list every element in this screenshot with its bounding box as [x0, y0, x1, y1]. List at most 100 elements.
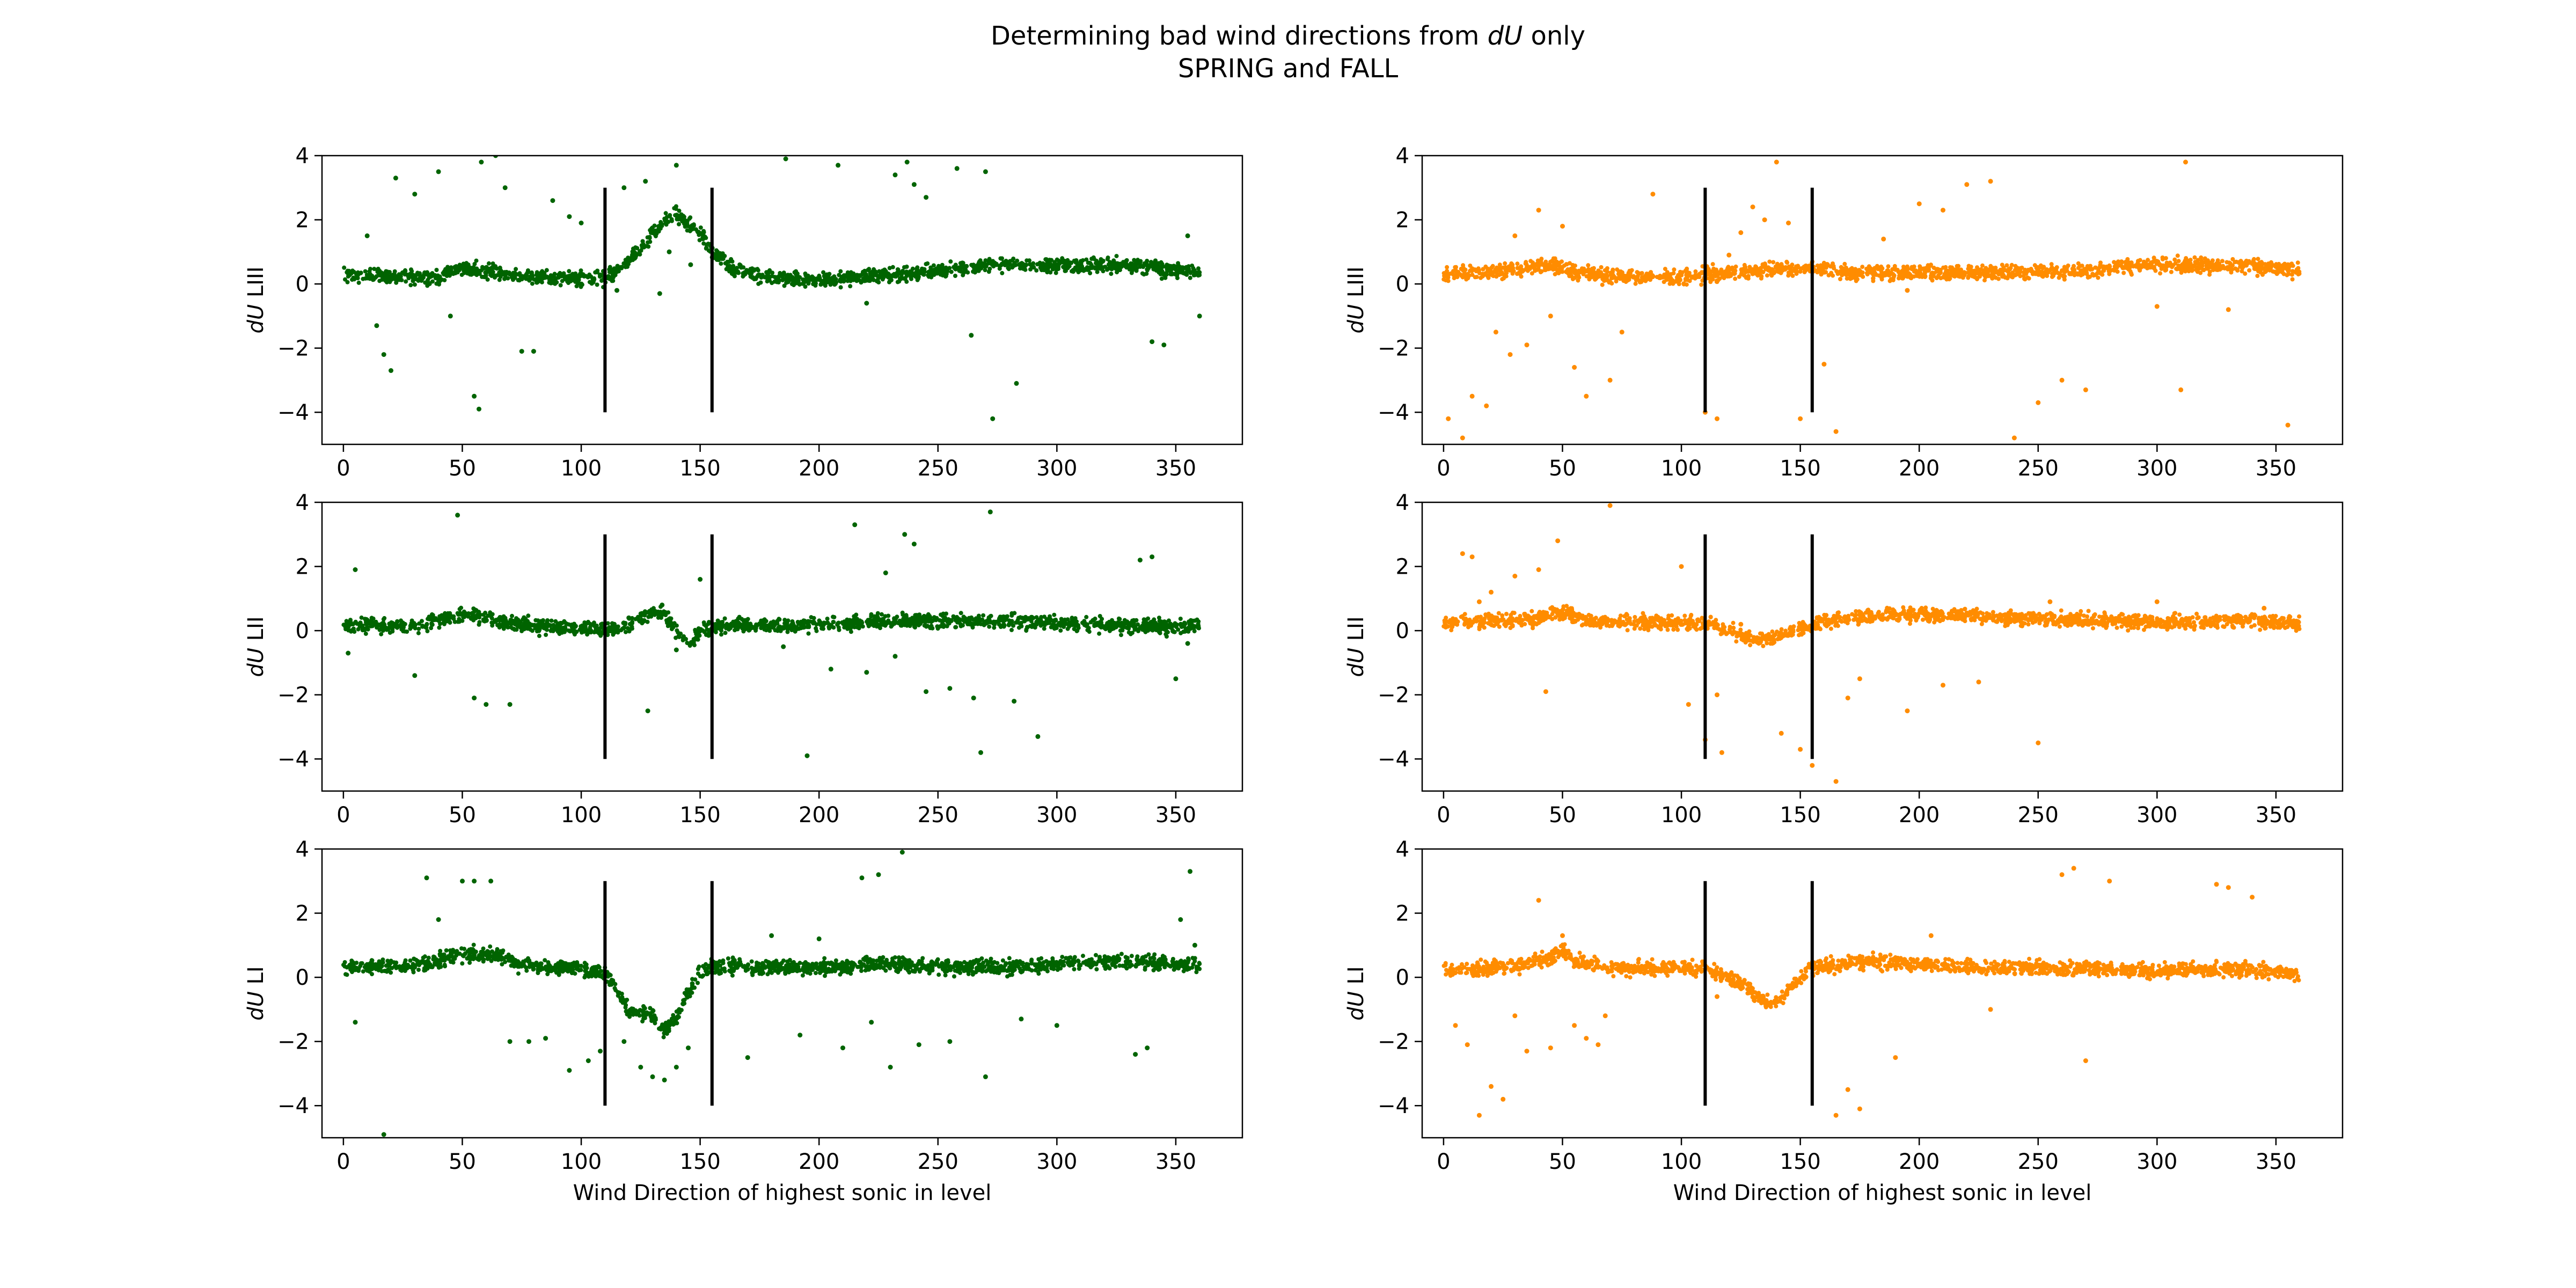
- scatter-point: [2274, 265, 2279, 270]
- scatter-point: [2239, 260, 2244, 265]
- y-tick-label: −4: [277, 400, 309, 425]
- outlier-point: [614, 288, 619, 293]
- scatter-point: [975, 268, 979, 273]
- scatter-point: [1075, 263, 1080, 268]
- scatter-point: [1567, 261, 1572, 266]
- scatter-point: [1539, 269, 1544, 274]
- scatter-point: [449, 267, 453, 272]
- scatter-point: [863, 279, 868, 283]
- scatter-point: [1086, 260, 1091, 265]
- scatter-point: [511, 273, 516, 277]
- scatter-point: [1119, 265, 1124, 269]
- y-tick-label: −2: [277, 336, 309, 361]
- scatter-point: [1130, 265, 1135, 270]
- scatter-point: [1047, 620, 1052, 625]
- outlier-point: [1512, 233, 1518, 238]
- scatter-point: [2138, 258, 2142, 262]
- scatter-point: [409, 269, 414, 274]
- scatter-point: [1498, 265, 1503, 270]
- scatter-point: [1070, 616, 1074, 620]
- scatter-point: [1034, 268, 1039, 273]
- outlier-point: [2285, 422, 2290, 428]
- scatter-point: [2135, 261, 2140, 265]
- scatter-point: [1094, 259, 1099, 263]
- scatter-point: [463, 265, 467, 270]
- scatter-point: [639, 243, 644, 248]
- scatter-point: [770, 270, 775, 275]
- scatter-point: [581, 272, 586, 277]
- scatter-point: [2152, 258, 2157, 263]
- scatter-point: [954, 625, 958, 630]
- scatter-point: [653, 234, 658, 239]
- scatter-point: [402, 621, 407, 626]
- scatter-point: [1027, 258, 1031, 263]
- scatter-point: [1614, 279, 1619, 284]
- scatter-point: [573, 278, 578, 282]
- scatter-point: [373, 275, 378, 280]
- scatter-point: [567, 269, 572, 274]
- scatter-point: [1021, 266, 1026, 271]
- scatter-point: [392, 276, 397, 281]
- scatter-point: [928, 265, 933, 270]
- scatter-point: [1786, 265, 1791, 270]
- scatter-point: [1553, 272, 1557, 276]
- scatter-point: [939, 266, 943, 270]
- scatter-point: [2253, 267, 2258, 272]
- scatter-point: [437, 625, 442, 630]
- scatter-point: [1074, 268, 1079, 273]
- scatter-point: [2099, 272, 2104, 276]
- scatter-point: [1029, 625, 1034, 629]
- y-tick-label: 4: [1396, 144, 1409, 169]
- scatter-point: [1141, 265, 1146, 269]
- scatter-point: [349, 629, 354, 634]
- scatter-point: [1013, 262, 1018, 267]
- scatter-point: [719, 632, 723, 637]
- scatter-point: [1498, 268, 1503, 273]
- scatter-point: [489, 620, 494, 625]
- scatter-point: [1539, 257, 1544, 261]
- outlier-point: [1916, 201, 1922, 207]
- scatter-point: [2295, 260, 2300, 265]
- scatter-point: [1463, 267, 1468, 272]
- scatter-point: [1159, 260, 1163, 265]
- scatter-point: [447, 273, 452, 278]
- scatter-point: [1064, 621, 1069, 626]
- scatter-point: [613, 267, 618, 272]
- scatter-point: [1504, 274, 1509, 279]
- scatter-point: [2255, 274, 2260, 278]
- scatter-point: [2120, 260, 2125, 265]
- scatter-point: [1832, 266, 1836, 270]
- scatter-point: [1055, 257, 1059, 262]
- scatter-point: [1877, 273, 1882, 278]
- scatter-point: [1635, 270, 1640, 275]
- scatter-point: [642, 609, 647, 614]
- scatter-point: [931, 263, 936, 268]
- scatter-point: [1826, 273, 1831, 277]
- scatter-point: [2260, 261, 2265, 266]
- scatter-point: [1938, 276, 1943, 281]
- scatter-point: [1693, 273, 1698, 277]
- scatter-point: [2142, 264, 2147, 269]
- scatter-points: [341, 509, 1201, 758]
- scatter-point: [1715, 280, 1719, 284]
- scatter-point: [1539, 261, 1543, 266]
- scatter-point: [518, 277, 523, 281]
- outlier-point: [983, 169, 988, 174]
- outlier-point: [783, 156, 788, 162]
- scatter-point: [1790, 262, 1795, 267]
- scatter-point: [1984, 268, 1988, 273]
- scatter-point: [1515, 261, 1520, 266]
- scatter-point: [1166, 263, 1170, 268]
- x-tick-label: 350: [1155, 456, 1196, 481]
- scatter-point: [381, 617, 386, 621]
- scatter-point: [1121, 625, 1126, 630]
- scatter-point: [1451, 273, 1456, 277]
- outlier-point: [1715, 416, 1719, 421]
- scatter-point: [411, 273, 415, 278]
- scatter-point: [471, 618, 476, 623]
- scatter-point: [785, 275, 789, 280]
- scatter-point: [971, 265, 976, 269]
- scatter-point: [890, 273, 895, 277]
- scatter-point: [1072, 627, 1077, 632]
- scatter-point: [1731, 271, 1736, 276]
